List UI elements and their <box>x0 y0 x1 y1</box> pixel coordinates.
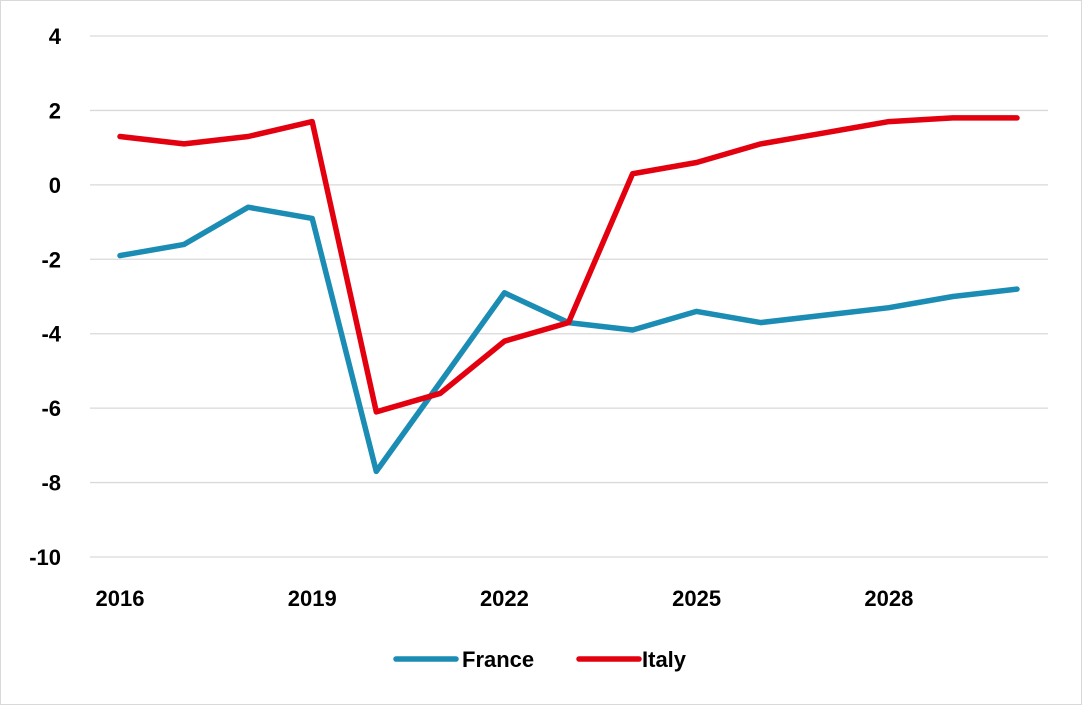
x-tick-label: 2022 <box>480 586 529 611</box>
x-tick-label: 2025 <box>672 586 721 611</box>
x-tick-label: 2019 <box>288 586 337 611</box>
series-lines <box>117 115 1020 475</box>
gridlines <box>90 35 1048 558</box>
y-axis-tick-labels: 4 2 0 -2 -4 -6 -8 -10 <box>29 24 62 570</box>
y-tick-label: -6 <box>41 396 61 421</box>
y-tick-label: -2 <box>41 247 61 272</box>
y-tick-label: 4 <box>49 24 62 49</box>
series-line-france <box>117 204 1020 475</box>
x-tick-label: 2016 <box>96 586 145 611</box>
x-tick-label: 2028 <box>864 586 913 611</box>
y-tick-label: -10 <box>29 545 61 570</box>
y-tick-label: 2 <box>49 98 61 123</box>
y-tick-label: -4 <box>41 322 61 347</box>
y-tick-label: 0 <box>49 173 61 198</box>
series-line-italy <box>117 115 1020 415</box>
y-tick-label: -8 <box>41 471 61 496</box>
legend: France Italy <box>393 647 687 672</box>
x-axis-tick-labels: 2016 2019 2022 2025 2028 <box>96 586 914 611</box>
legend-label-france: France <box>462 647 534 672</box>
legend-label-italy: Italy <box>642 647 687 672</box>
